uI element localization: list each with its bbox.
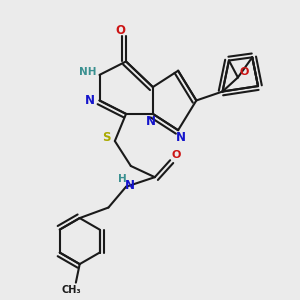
Text: NH: NH	[79, 67, 96, 77]
Text: N: N	[176, 131, 186, 144]
Text: N: N	[125, 179, 135, 192]
Text: O: O	[172, 150, 181, 161]
Text: N: N	[146, 116, 156, 128]
Text: H: H	[118, 174, 127, 184]
Text: S: S	[103, 131, 111, 144]
Text: O: O	[115, 24, 125, 37]
Text: N: N	[85, 94, 95, 107]
Text: O: O	[240, 67, 249, 77]
Text: CH₃: CH₃	[61, 285, 81, 295]
